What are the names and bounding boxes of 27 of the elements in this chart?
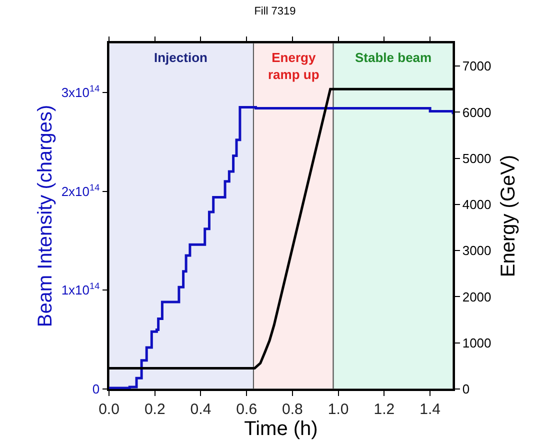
- y2-tick-label: 4000: [462, 197, 492, 212]
- y-tick-label: 0: [92, 382, 100, 397]
- x-tick-label: 1.2: [374, 400, 395, 418]
- band-label: Stable beam: [355, 50, 432, 65]
- y-tick-label: 2x10$^{14}$: [61, 182, 100, 199]
- y-axis-title: Beam Intensity (charges): [34, 104, 56, 328]
- y2-tick-label: 0: [462, 382, 470, 397]
- y2-tick-label: 1000: [462, 335, 492, 350]
- y2-tick-label: 6000: [462, 104, 492, 120]
- y-tick-label: 1x10$^{14}$: [61, 281, 100, 298]
- x-tick-label: 0.2: [144, 400, 166, 418]
- band-label: Energy ramp up: [268, 50, 320, 82]
- x-axis-title: Time (h): [244, 418, 318, 440]
- y2-tick-label: 5000: [462, 150, 492, 166]
- y2-tick-label: 3000: [462, 243, 492, 258]
- chart-title: Fill 7319: [254, 5, 296, 18]
- y2-axis-title: Energy (GeV): [497, 154, 520, 278]
- y2-tick-label: 7000: [462, 58, 492, 74]
- y-tick-label: 3x10$^{14}$: [61, 84, 100, 100]
- x-tick-label: 0.6: [236, 400, 258, 418]
- x-tick-label: 0.4: [190, 400, 212, 418]
- x-tick-label: 0.0: [98, 400, 120, 418]
- x-tick-label: 0.8: [282, 400, 303, 418]
- x-tick-label: 1.0: [328, 400, 349, 418]
- x-tick-label: 1.4: [420, 400, 440, 418]
- band-label: Injection: [154, 50, 208, 65]
- y2-tick-label: 2000: [462, 289, 492, 304]
